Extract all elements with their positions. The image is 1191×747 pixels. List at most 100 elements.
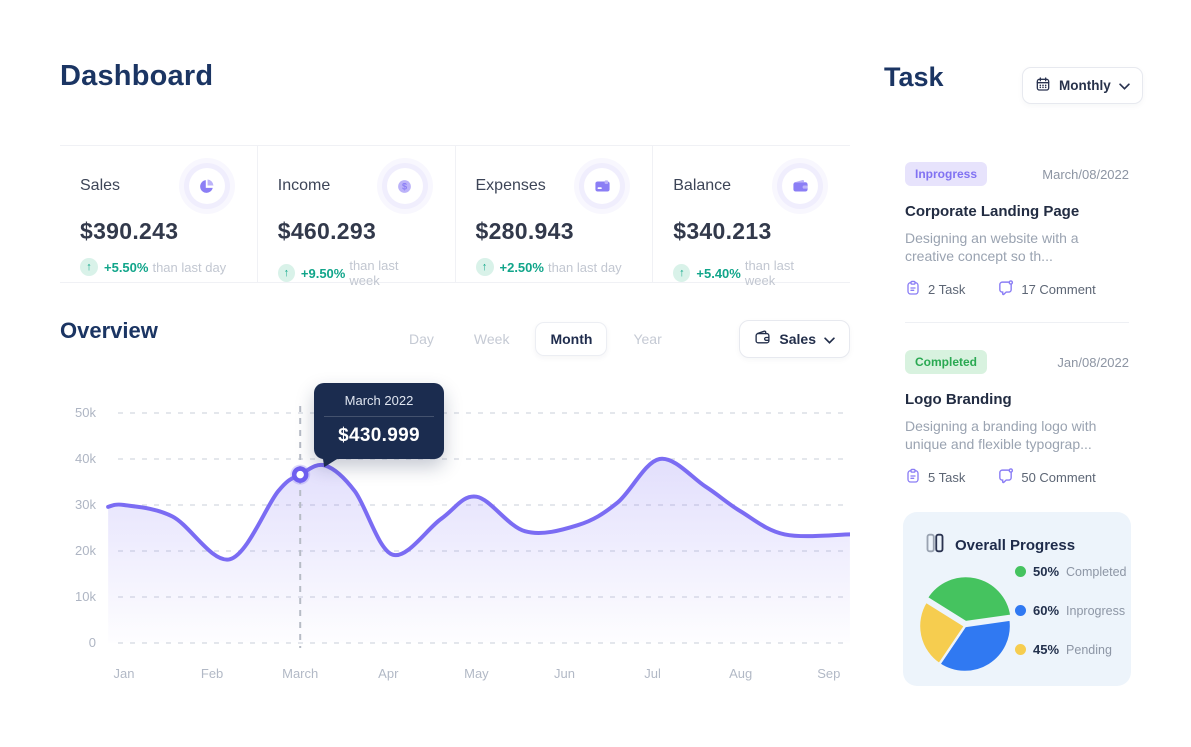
task-date: March/08/2022 <box>1042 166 1129 182</box>
tab-week[interactable]: Week <box>473 331 510 347</box>
pie-slice-pending[interactable] <box>917 600 967 666</box>
stat-change-note: than last day <box>152 259 227 275</box>
task-title: Corporate Landing Page <box>905 203 1080 220</box>
overview-line-chart: March 2022 $430.999 50k 40k 30k 20k 10k 0 Jan F… <box>60 383 850 690</box>
progress-pie-chart <box>913 574 1017 678</box>
legend-item-inprogress: 60% Inprogress <box>1015 603 1127 618</box>
page-title: Dashboard <box>60 60 214 92</box>
legend-pct: 45% <box>1033 642 1060 657</box>
y-axis-label: 50k <box>75 405 96 420</box>
y-axis-label: 10k <box>75 589 96 604</box>
stat-label: Income <box>277 177 331 194</box>
overview-title: Overview <box>60 318 158 343</box>
task-panel-title: Task <box>884 62 944 92</box>
chevron-down-icon <box>1119 78 1130 93</box>
line-chart-svg <box>106 406 850 648</box>
wallet-icon <box>782 168 818 204</box>
task-date: Jan/08/2022 <box>1057 354 1129 370</box>
x-axis-label: Jul <box>644 666 661 681</box>
clipboard-icon <box>905 280 921 299</box>
x-axis-label: Aug <box>729 666 753 681</box>
legend-dot <box>1015 566 1026 577</box>
stat-label: Balance <box>673 177 732 194</box>
x-axis-label: Feb <box>200 666 224 681</box>
columns-icon <box>925 532 945 559</box>
stat-value: $280.943 <box>475 218 574 244</box>
clipboard-icon <box>905 468 921 487</box>
stat-card-expenses: Expenses $280.943 ↑ +2.50% than last day <box>454 146 653 282</box>
task-card[interactable]: Inprogress March/08/2022 Corporate Landi… <box>905 162 1129 300</box>
tooltip-month: March 2022 <box>324 393 434 417</box>
x-axis-label: May <box>464 666 489 681</box>
period-label: Monthly <box>1059 78 1111 93</box>
status-badge: Inprogress <box>905 162 988 186</box>
x-axis-label: Sep <box>817 666 841 681</box>
x-axis-label: Jun <box>554 666 575 681</box>
stat-label: Expenses <box>475 177 546 194</box>
overview-tabs: Day Week Month Year Sales <box>395 320 850 358</box>
stat-card-income: Income $ $460.293 ↑ +9.50% than last wee… <box>256 146 455 288</box>
task-description: Designing a branding logo with unique an… <box>905 418 1097 453</box>
tooltip-value: $430.999 <box>338 425 420 446</box>
tab-day[interactable]: Day <box>409 331 434 347</box>
credit-card-icon <box>584 168 621 204</box>
svg-text:$: $ <box>402 181 407 191</box>
highlight-marker[interactable] <box>291 466 309 483</box>
arrow-up-icon: ↑ <box>80 258 98 276</box>
stat-change-pct: +9.50% <box>300 265 346 281</box>
legend-item-pending: 45% Pending <box>1015 642 1127 657</box>
pie-chart-svg <box>917 574 1013 674</box>
tab-month[interactable]: Month <box>535 322 608 356</box>
task-title: Logo Branding <box>905 391 1012 408</box>
pie-slice-completed[interactable] <box>925 574 1013 624</box>
pie-legend: 50% Completed 60% Inprogress 45% Pending <box>1015 564 1127 681</box>
comment-icon <box>997 468 1014 488</box>
pie-slice-inprogress[interactable] <box>938 618 1013 674</box>
legend-label: Inprogress <box>1066 603 1126 618</box>
task-count: 2 Task <box>928 282 966 298</box>
arrow-up-icon: ↑ <box>673 264 691 282</box>
period-dropdown[interactable]: Monthly <box>1022 67 1143 104</box>
metric-dropdown[interactable]: Sales <box>739 320 850 358</box>
status-badge: Completed <box>905 350 988 374</box>
overall-progress-card: Overall Progress 50% Completed 60% Inpro… <box>903 512 1131 686</box>
divider <box>905 322 1129 323</box>
stat-change-note: than last week <box>744 258 794 288</box>
stat-label: Sales <box>80 177 121 194</box>
tab-year[interactable]: Year <box>633 331 662 347</box>
x-axis-label: Apr <box>378 666 399 681</box>
area-fill <box>108 458 850 643</box>
legend-label: Completed <box>1066 564 1127 579</box>
legend-pct: 50% <box>1033 564 1060 579</box>
task-card[interactable]: Completed Jan/08/2022 Logo Branding Desi… <box>905 350 1129 488</box>
arrow-up-icon: ↑ <box>475 258 494 276</box>
y-axis-label: 40k <box>75 451 96 466</box>
wallet-outline-icon <box>754 329 771 349</box>
series-line <box>106 456 850 562</box>
legend-pct: 60% <box>1033 603 1060 618</box>
stat-value: $460.293 <box>277 218 377 244</box>
x-axis-label: March <box>282 666 319 681</box>
comment-icon <box>997 280 1014 300</box>
chevron-down-icon <box>824 331 835 347</box>
stat-card-balance: Balance $340.213 ↑ +5.40% than last week <box>652 146 850 288</box>
legend-label: Pending <box>1066 642 1112 657</box>
legend-item-completed: 50% Completed <box>1015 564 1127 579</box>
stat-value: $340.213 <box>673 218 772 244</box>
arrow-up-icon: ↑ <box>277 264 295 282</box>
chart-tooltip: March 2022 $430.999 <box>314 383 444 459</box>
stat-change-pct: +5.50% <box>104 259 149 275</box>
y-axis-label: 0 <box>88 635 96 650</box>
task-count: 5 Task <box>928 470 966 486</box>
stat-change-pct: +5.40% <box>696 265 741 281</box>
comment-count: 50 Comment <box>1021 470 1096 486</box>
task-description: Designing an website with a creative con… <box>905 230 1079 265</box>
y-axis-label: 30k <box>75 497 96 512</box>
stat-card-sales: Sales $390.243 ↑ +5.50% than last day <box>60 146 257 282</box>
calendar-icon <box>1035 76 1051 95</box>
stat-change-note: than last week <box>349 258 399 288</box>
y-axis-label: 20k <box>75 543 96 558</box>
stats-row: Sales $390.243 ↑ +5.50% than last day In… <box>60 145 850 288</box>
comment-count: 17 Comment <box>1021 282 1096 298</box>
